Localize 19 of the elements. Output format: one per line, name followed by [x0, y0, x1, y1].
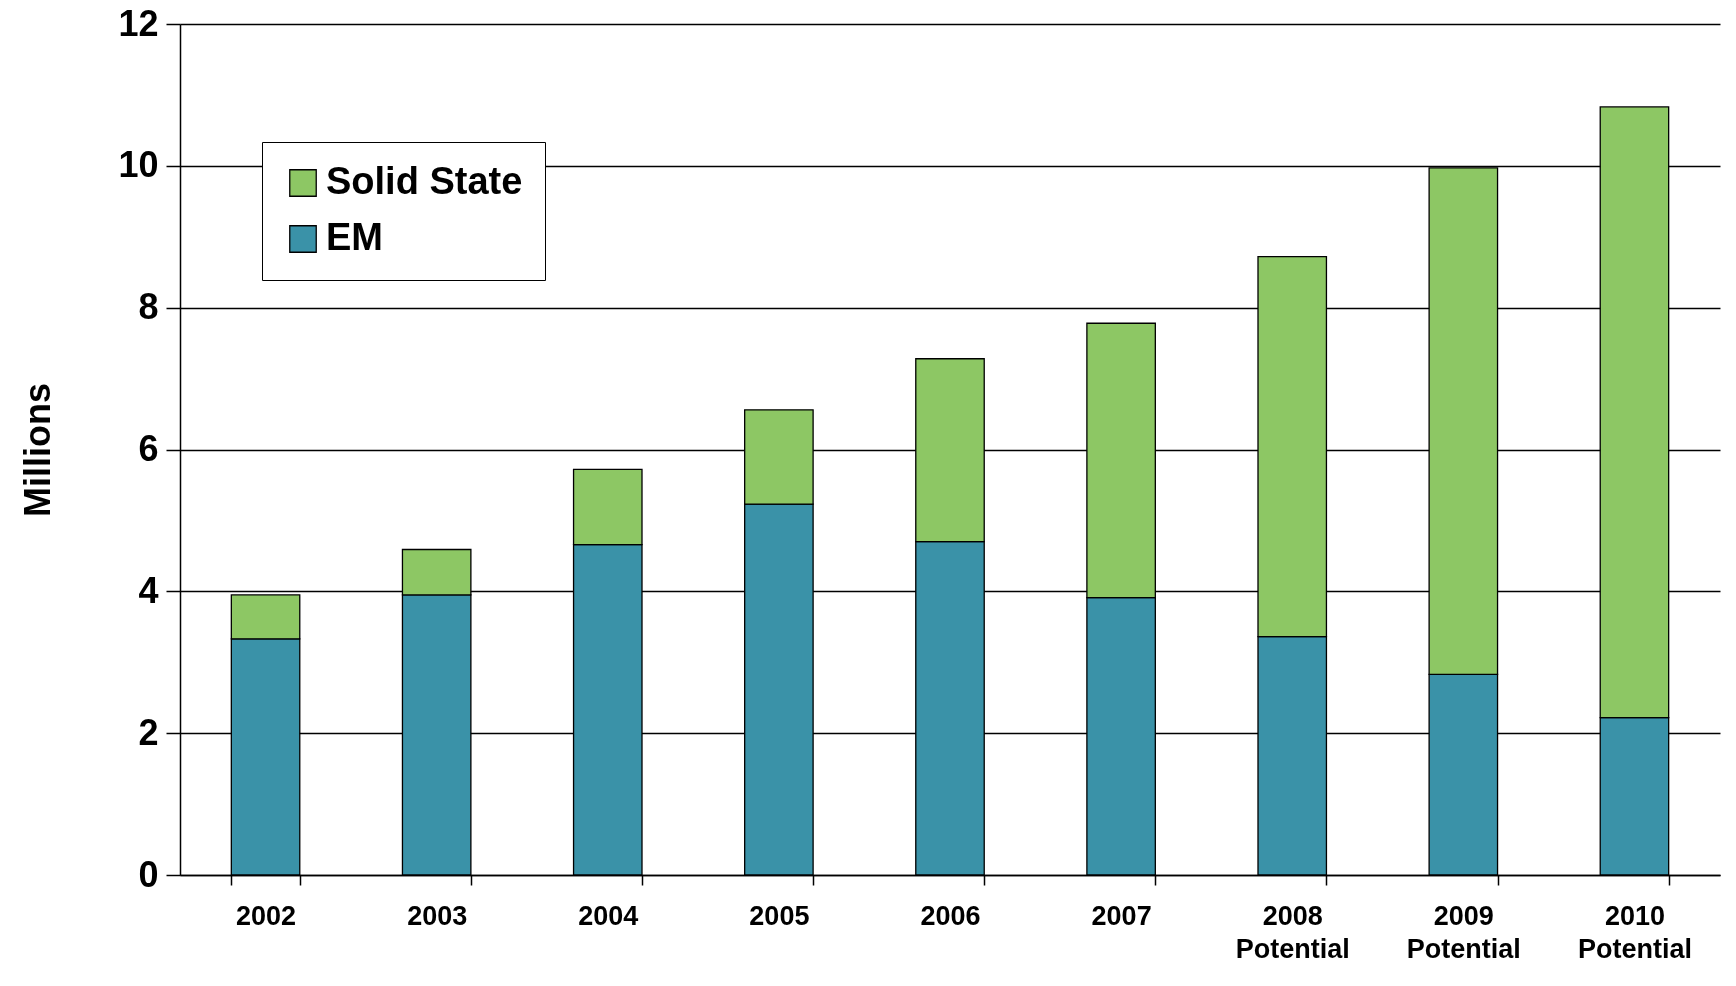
y-tick-label: 6: [138, 428, 159, 469]
y-tick-label: 4: [138, 569, 159, 611]
x-tick-label: 2008 Potential: [1235, 900, 1350, 964]
y-tick-label: 10: [118, 144, 159, 186]
x-tick-label: 2006: [920, 900, 981, 931]
x-tick-label: 2007: [1091, 900, 1152, 931]
x-tick-label: 2009 Potential: [1406, 900, 1521, 964]
x-tick-label: 2010 Potential: [1577, 900, 1692, 964]
y-axis-title: Millions: [17, 383, 59, 517]
legend-label: Solid State: [326, 160, 523, 202]
legend-label: EM: [326, 216, 383, 258]
y-tick-label: 12: [118, 2, 159, 44]
y-tick-label: 0: [138, 853, 159, 895]
x-tick-label: 2002: [236, 900, 297, 931]
y-tick-label: 8: [138, 286, 159, 328]
x-tick-label: 2003: [407, 900, 468, 931]
x-tick-label: 2005: [749, 900, 810, 931]
y-tick-label: 2: [138, 711, 159, 753]
x-tick-label: 2004: [578, 900, 639, 931]
